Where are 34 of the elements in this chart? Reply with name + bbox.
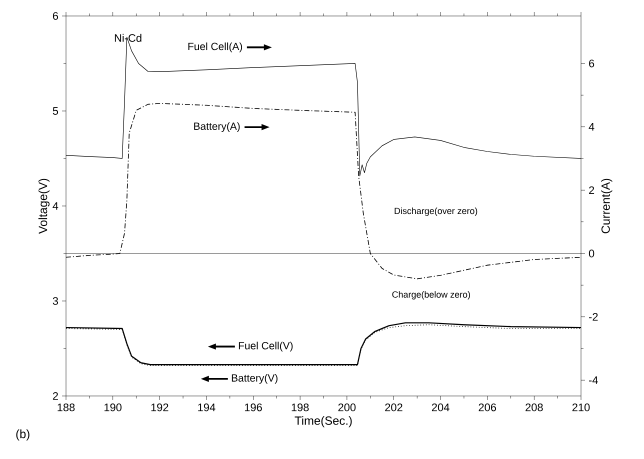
y2-tick-label: 0	[588, 250, 594, 258]
y2-tick-label: -4	[589, 376, 598, 384]
x-tick-label: 198	[292, 404, 309, 412]
legend-label: Fuel Cell(V)	[238, 342, 293, 352]
y-tick-label: 6	[52, 12, 58, 20]
x-tick-label: 188	[58, 404, 75, 412]
x-tick-label: 206	[478, 404, 496, 412]
y2-tick-label: 2	[589, 186, 594, 194]
y-axis-title: Voltage(V)	[38, 178, 50, 234]
text: (b)	[16, 429, 30, 441]
x-tick-label: 194	[198, 404, 216, 412]
annotation: Discharge(over zero)	[394, 208, 478, 216]
x-tick-label: 196	[244, 404, 262, 412]
y-tick-label: 2	[52, 392, 58, 400]
y2-axis-title: Current(A)	[601, 178, 612, 234]
x-tick-label: 210	[572, 404, 590, 412]
x-tick-label: 192	[151, 404, 168, 412]
legend-label: Battery(V)	[232, 374, 278, 384]
y2-tick-label: -2	[589, 313, 598, 321]
x-tick-label: 190	[104, 404, 122, 412]
y-tick-label: 3	[52, 297, 58, 305]
x-axis-title: Time(Sec.)	[294, 416, 352, 428]
x-tick-label: 200	[338, 404, 356, 412]
y2-tick-label: 4	[588, 123, 594, 131]
series-label: Battery(A)	[194, 122, 240, 132]
x-tick-label: 202	[385, 404, 402, 412]
y-tick-label: 5	[52, 107, 58, 115]
y-tick-label: 4	[52, 202, 58, 210]
annotation: Charge(below zero)	[392, 291, 470, 300]
y2-tick-label: 6	[589, 60, 594, 68]
series-label: Fuel Cell(A)	[188, 42, 242, 52]
annotation: Ni-Cd	[114, 34, 142, 42]
x-tick-label: 208	[526, 404, 543, 412]
x-tick-label: 204	[432, 404, 450, 412]
